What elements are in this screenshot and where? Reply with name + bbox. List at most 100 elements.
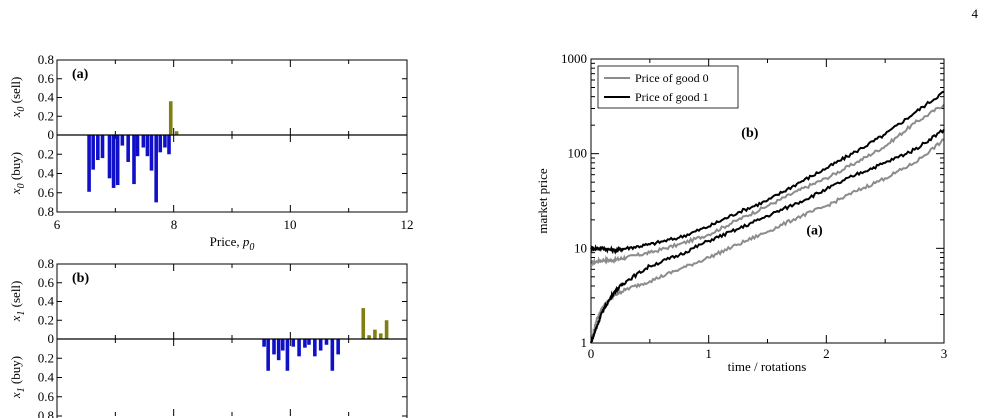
panel-a-buy-bar-5	[111, 135, 116, 188]
panel-a-lower-ytick-2: 0.4	[38, 166, 55, 181]
legend: Price of good 0 Price of good 1	[597, 65, 739, 109]
panel-a-buy-bar-3	[100, 135, 105, 159]
panel-a-ticks: 0 0.2 0.4 0.6 0.8 0.2 0.4 0.6 0.8	[38, 52, 407, 219]
panel-b-buy-bar-10	[313, 339, 317, 357]
panel-a-xtick-1: 8	[171, 217, 178, 232]
panel-b-bars	[262, 308, 389, 371]
panel-b-lower-y-suffix: (buy)	[8, 356, 23, 387]
price-frame	[590, 58, 945, 344]
panel-b-upper-ytick-3: 0.6	[38, 275, 55, 290]
panel-a-buy-bar-10	[135, 135, 140, 157]
price-line-b-0	[590, 103, 945, 267]
price-line-b-1	[590, 90, 945, 255]
legend-box	[597, 65, 739, 109]
price-xtick-1: 1	[705, 346, 712, 361]
panel-b-ticks: 0 0.2 0.4 0.6 0.8 0.2 0.4 0.6 0.8	[38, 256, 407, 418]
panel-b-buy-bar-7	[297, 339, 301, 357]
panel-a-bars	[87, 101, 179, 203]
panel-a-x-axis-prefix: Price,	[210, 234, 243, 249]
panel-a-buy-bar-0	[87, 135, 91, 192]
panel-a-upper-ytick-0: 0	[48, 127, 55, 142]
panel-a-buy-bar-17	[167, 135, 171, 155]
panel-b-lower-y-var: x	[8, 392, 23, 399]
panel-a-lower-ytick-4: 0.8	[38, 204, 54, 219]
panel-b-buy-bar-1	[266, 339, 270, 371]
panel-b-buy-bar-5	[285, 339, 290, 371]
panel-b-upper-y-label: x1 (sell)	[8, 281, 27, 323]
panel-a-buy-bar-12	[145, 135, 150, 157]
price-xtick-0: 0	[588, 346, 595, 361]
panel-b-sell-bar-0	[361, 308, 366, 339]
legend-label-good-1: Price of good 1	[635, 90, 709, 104]
panel-b-upper-ytick-1: 0.2	[38, 312, 54, 327]
panel-a-upper-y-var: x	[8, 111, 23, 118]
panel-a-buy-bar-13	[149, 135, 154, 171]
annotation-a: (a)	[806, 223, 823, 238]
panel-a-buy-bar-8	[126, 135, 130, 162]
panel-b-upper-y-sub: 1	[16, 311, 27, 316]
panel-a-buy-bar-14	[154, 135, 158, 203]
panel-a-buy-bar-4	[107, 135, 112, 179]
panel-b-buy-bar-0	[262, 339, 266, 347]
panel-b-lower-ytick-1: 0.2	[38, 350, 54, 365]
panel-b-buy-bar-4	[280, 339, 285, 351]
panel-a-buy-bar-1	[91, 135, 95, 170]
price-ytick-2: 100	[568, 146, 588, 161]
price-ytick-0: 1	[581, 335, 588, 350]
panel-b-upper-ytick-4: 0.8	[38, 256, 54, 271]
panel-b-lower-y-sub: 1	[16, 387, 27, 392]
panel-a-upper-y-suffix: (sell)	[8, 77, 23, 107]
panel-b-buy-bar-2	[272, 339, 276, 355]
panel-a-buy-bar-11	[141, 135, 146, 148]
panel-a-upper-y-label: x0 (sell)	[8, 77, 27, 119]
panel-b-lower-ytick-3: 0.6	[38, 389, 55, 404]
panel-a-lower-y-suffix: (buy)	[8, 152, 23, 183]
panel-a-buy-bar-7	[120, 135, 125, 146]
panel-a-upper-ytick-4: 0.8	[38, 52, 54, 67]
panel-a-x-axis-label: Price, p0	[210, 234, 255, 253]
panel-a-buy-bar-6	[115, 135, 120, 186]
panel-a-x-axis-sub: 0	[249, 242, 254, 253]
panel-b-buy-bar-9	[307, 339, 311, 345]
panel-b-upper-y-var: x	[8, 315, 23, 322]
panel-a-lower-y-sub: 0	[16, 183, 27, 188]
panel-a-buy-bar-2	[96, 135, 100, 161]
panel-b-sell-bar-1	[367, 335, 371, 339]
panel-b-sell-bar-3	[378, 333, 383, 339]
panel-a-sell-bar-0	[168, 101, 173, 135]
panel-a-xtick-0: 6	[54, 217, 61, 232]
panel-a-upper-ytick-1: 0.2	[38, 108, 54, 123]
panel-b-buy-bar-13	[330, 339, 335, 371]
order-book-panel-b: 00.20.40.60.80.20.40.60.8 (b) x1 (sell) …	[8, 256, 408, 418]
panel-b-sell-bar-4	[384, 320, 389, 339]
legend-label-good-0: Price of good 0	[635, 71, 709, 85]
panel-b-label: (b)	[72, 271, 89, 286]
panel-b-lower-y-label: x1 (buy)	[8, 356, 27, 399]
panel-b-lower-ytick-2: 0.4	[38, 370, 55, 385]
panel-b-sell-bar-2	[373, 329, 377, 339]
price-x-axis-label: time / rotations	[728, 359, 807, 374]
panel-b-buy-bar-3	[276, 339, 281, 361]
panel-b-upper-ytick-2: 0.4	[38, 294, 55, 309]
panel-a-upper-ytick-3: 0.6	[38, 71, 55, 86]
panel-a-buy-bar-9	[132, 135, 136, 185]
panel-a-buy-bar-15	[158, 135, 163, 153]
panel-a-xtick-2: 10	[284, 217, 297, 232]
panel-a-lower-y-label: x0 (buy)	[8, 152, 27, 195]
panel-b-buy-bar-11	[318, 339, 323, 351]
panel-a-xtick-3: 12	[401, 217, 414, 232]
panel-b-upper-ytick-0: 0	[48, 331, 55, 346]
price-line-a-2	[590, 138, 945, 344]
price-y-axis-label: market price	[535, 168, 550, 234]
price-line-a-3	[590, 128, 945, 344]
price-xtick-2: 2	[823, 346, 830, 361]
panel-a-sell-bar-1	[174, 131, 179, 135]
page-number: 4	[972, 6, 979, 21]
price-xtick-3: 3	[941, 346, 948, 361]
price-ytick-3: 1000	[561, 51, 587, 66]
panel-b-upper-y-suffix: (sell)	[8, 281, 23, 311]
panel-b-buy-bar-12	[324, 339, 329, 345]
panel-b-buy-bar-14	[336, 339, 340, 355]
panel-b-buy-bar-8	[303, 339, 307, 348]
